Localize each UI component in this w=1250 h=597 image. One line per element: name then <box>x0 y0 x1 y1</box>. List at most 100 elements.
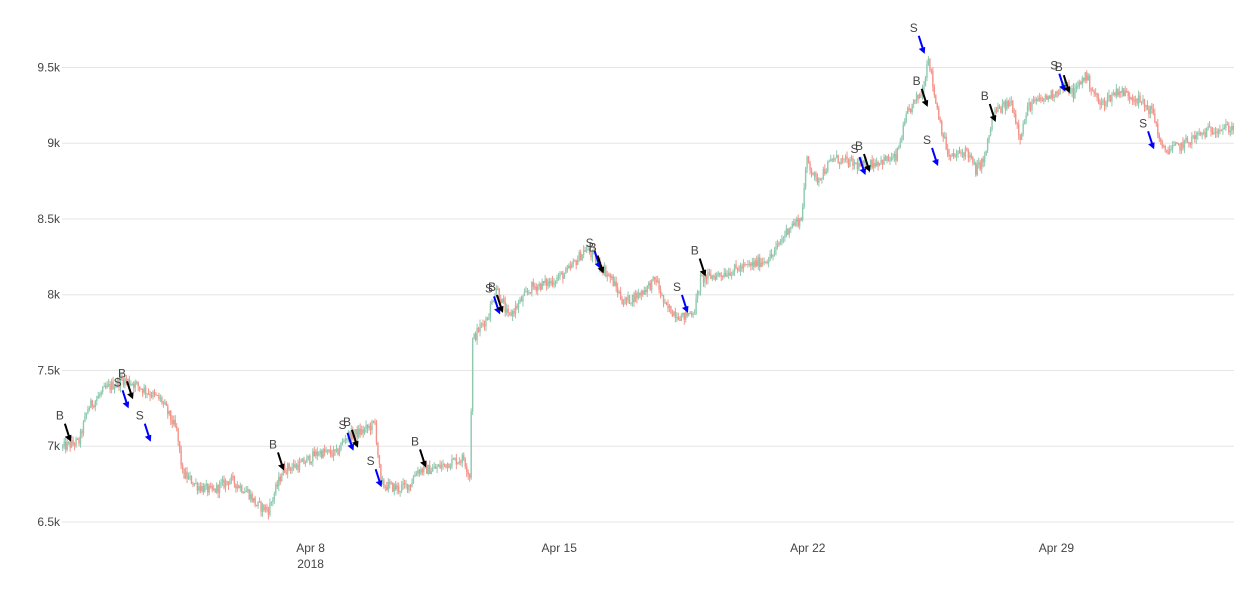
candle-body <box>819 178 822 180</box>
marker-arrow-shaft <box>681 294 688 310</box>
candle-body <box>155 393 157 396</box>
marker-label: B <box>411 434 419 448</box>
candle-body <box>282 465 284 476</box>
candle-body <box>945 136 947 150</box>
candle-body <box>486 318 489 320</box>
candle-body <box>360 429 363 435</box>
candle-body <box>144 387 147 394</box>
candle-body <box>834 157 836 160</box>
candle-body <box>1185 137 1187 141</box>
candle-body <box>1148 109 1150 115</box>
candle-body <box>321 451 323 458</box>
candle-body <box>429 465 431 475</box>
candle-body <box>153 391 156 394</box>
candle-body <box>1124 90 1126 97</box>
marker-arrow-shaft <box>931 147 938 163</box>
candle-body <box>278 476 280 487</box>
candle-body <box>622 303 625 305</box>
candle-body <box>125 378 128 381</box>
marker-arrow-shaft <box>1062 74 1070 90</box>
candle-body <box>205 484 207 486</box>
candle-body <box>476 327 478 340</box>
candle-body <box>529 292 532 294</box>
candle-body <box>713 275 715 277</box>
candle-body <box>636 293 638 299</box>
candle-body <box>571 264 573 268</box>
candle-body <box>1152 108 1155 114</box>
candle-body <box>553 283 555 286</box>
candle-body <box>307 455 310 458</box>
candle-body <box>748 263 751 265</box>
candle-body <box>693 313 696 315</box>
candle-body <box>1093 91 1095 94</box>
candle-body <box>1103 100 1106 107</box>
candle-body <box>969 155 971 158</box>
candle-body <box>822 168 825 179</box>
candle-body <box>830 159 832 162</box>
candle-body <box>1102 100 1104 102</box>
candle-body <box>1157 123 1159 136</box>
marker-label: B <box>855 139 863 153</box>
candle-body <box>753 261 755 267</box>
candle-body <box>656 280 659 283</box>
candle-body <box>406 483 409 491</box>
candle-body <box>877 161 879 166</box>
y-tick-label: 8.5k <box>37 212 61 226</box>
candle-body <box>1077 85 1079 87</box>
candle-body <box>1010 100 1012 103</box>
candle-body <box>813 172 816 176</box>
candle-body <box>794 221 796 226</box>
candle-body <box>881 159 884 165</box>
candle-body <box>603 266 606 273</box>
candle-body <box>892 157 894 159</box>
candle-body <box>612 276 614 286</box>
sell-marker: S <box>339 418 355 451</box>
candle-body <box>548 281 551 284</box>
candle-body <box>954 156 956 158</box>
marker-arrow-head <box>144 434 152 442</box>
candle-body <box>449 466 452 468</box>
candle-body <box>79 431 82 444</box>
candle-body <box>1100 101 1103 105</box>
candle-body <box>525 291 527 293</box>
candle-body <box>1040 97 1042 100</box>
candle-body <box>736 267 739 270</box>
candle-body <box>130 384 132 386</box>
candle-body <box>951 153 953 157</box>
candle-body <box>131 383 133 385</box>
candle-body <box>878 162 881 166</box>
candle-body <box>1145 104 1147 108</box>
candle-body <box>896 147 899 161</box>
candle-body <box>343 440 345 442</box>
candle-body <box>679 319 681 321</box>
candle-body <box>818 178 820 183</box>
candle-body <box>1146 104 1149 110</box>
candle-body <box>423 465 425 473</box>
candle-body <box>875 161 878 166</box>
candle-body <box>935 95 937 104</box>
candle-body <box>690 313 693 315</box>
candle-body <box>883 156 885 165</box>
candle-body <box>890 157 893 161</box>
candle-body <box>1118 91 1121 96</box>
candle-body <box>671 313 674 317</box>
candle-body <box>724 273 727 277</box>
candle-body <box>526 291 529 293</box>
candle-body <box>303 458 305 464</box>
buy-marker: B <box>269 437 285 471</box>
candle-body <box>628 295 631 304</box>
candle-body <box>1164 146 1166 150</box>
candle-body <box>460 461 462 463</box>
candle-body <box>667 304 669 309</box>
candle-body <box>810 169 813 173</box>
marker-arrow-head <box>64 434 72 442</box>
candle-body <box>591 250 594 258</box>
marker-arrow-shaft <box>917 35 925 51</box>
candle-body <box>733 264 736 272</box>
candle-body <box>1026 106 1029 116</box>
candle-body <box>787 228 789 235</box>
candle-body <box>1149 105 1152 115</box>
candle-body <box>326 449 329 452</box>
candle-body <box>168 410 170 414</box>
candle-body <box>759 257 761 267</box>
